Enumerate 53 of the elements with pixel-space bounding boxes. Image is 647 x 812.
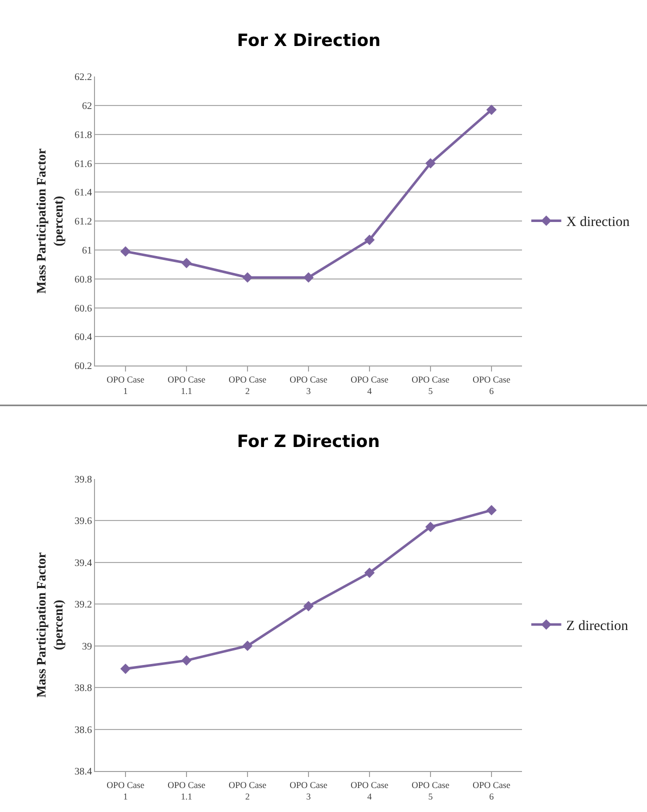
point <box>364 568 375 578</box>
point <box>120 664 131 674</box>
y-tick-label: 38.4 <box>74 766 92 778</box>
point <box>303 272 314 283</box>
x-tick-label: OPO Case 2 <box>228 780 266 802</box>
y-tick-label: 62 <box>82 100 92 112</box>
legend-label: Z direction <box>566 619 628 634</box>
x-tick-label: OPO Case 6 <box>472 374 510 396</box>
point <box>486 104 497 115</box>
point <box>486 505 497 516</box>
y-tick-label: 39.4 <box>74 558 92 569</box>
chart-title: For X Direction <box>237 31 381 51</box>
x-tick-label: OPO Case 6 <box>472 780 510 802</box>
y-axis-title: Mass Participation Factor (percent) <box>34 552 66 698</box>
point <box>425 158 436 168</box>
point <box>303 600 314 612</box>
y-tick-label: 39.2 <box>74 600 92 611</box>
x-tick-label: OPO Case 5 <box>412 780 450 802</box>
point <box>425 522 436 532</box>
y-tick-label: 39 <box>82 641 92 652</box>
point <box>364 234 375 246</box>
x-tick-label: OPO Case 3 <box>290 374 328 396</box>
y-tick-label: 61 <box>82 246 92 257</box>
point <box>181 655 192 666</box>
point <box>181 258 192 268</box>
y-tick-label: 38.6 <box>74 724 92 736</box>
x-tick-label: OPO Case 4 <box>350 374 388 396</box>
chart-title: For Z Direction <box>237 432 380 452</box>
y-tick-label: 61.4 <box>74 188 92 199</box>
point <box>242 272 253 283</box>
y-tick-label: 38.8 <box>74 683 92 694</box>
y-tick-label: 39.6 <box>74 516 92 528</box>
legend-label: X direction <box>566 215 630 230</box>
y-tick-label: 61.6 <box>74 158 92 170</box>
x-tick-label: OPO Case 2 <box>228 374 266 396</box>
x-tick-label: OPO Case 1.1 <box>168 374 206 396</box>
x-tick-label: OPO Case 3 <box>290 780 328 802</box>
y-tick-label: 62.2 <box>74 72 92 84</box>
y-tick-label: 39.8 <box>74 474 92 486</box>
y-tick-label: 60.8 <box>74 274 92 286</box>
x-tick-label: OPO Case 1 <box>106 374 144 396</box>
x-tick-label: OPO Case 4 <box>350 780 388 802</box>
y-axis-title: Mass Participation Factor (percent) <box>34 148 66 294</box>
x-tick-label: OPO Case 1.1 <box>168 780 206 802</box>
y-tick-label: 61.2 <box>74 216 92 228</box>
y-tick-label: 60.4 <box>74 332 92 344</box>
y-tick-label: 60.6 <box>74 303 92 314</box>
x-tick-label: OPO Case 1 <box>106 780 144 802</box>
point <box>120 246 131 257</box>
y-tick-label: 60.2 <box>74 361 92 372</box>
x-tick-label: OPO Case 5 <box>412 374 450 396</box>
y-tick-label: 61.8 <box>74 130 92 141</box>
point <box>242 640 253 652</box>
